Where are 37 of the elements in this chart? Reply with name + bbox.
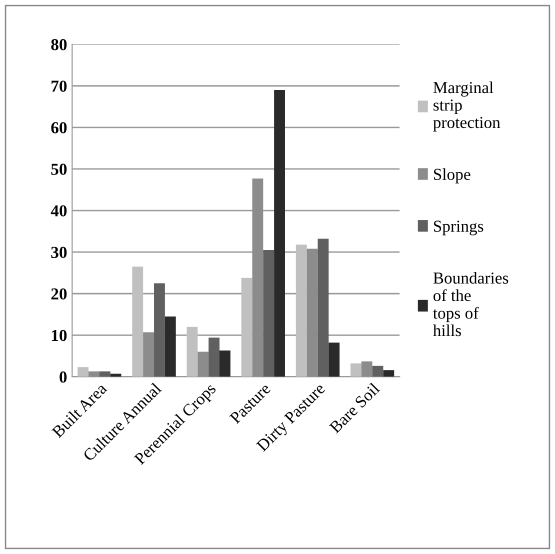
- bar: [186, 326, 198, 377]
- bar: [350, 363, 362, 377]
- x-tick-label: Bare Soil: [328, 382, 380, 434]
- y-tick-label: 0: [60, 371, 67, 383]
- bar: [361, 361, 372, 377]
- bar: [208, 338, 220, 377]
- bar: [263, 250, 274, 377]
- legend-label: Marginal strip protection: [433, 81, 500, 132]
- bar: [154, 283, 165, 377]
- bar: [198, 352, 209, 377]
- y-tick-label: 70: [52, 80, 67, 92]
- bar: [372, 366, 384, 377]
- y-tick-label: 40: [50, 205, 67, 216]
- bar: [318, 238, 329, 377]
- y-tick-label: 20: [51, 288, 67, 300]
- bar: [164, 316, 176, 377]
- bar: [220, 350, 230, 377]
- bar: [88, 371, 100, 377]
- bar: [328, 342, 340, 377]
- bar: [99, 371, 110, 377]
- bar: [241, 278, 252, 377]
- bar: [252, 178, 264, 377]
- y-tick-label: 50: [51, 164, 67, 175]
- bar: [78, 367, 89, 377]
- bar: [132, 266, 144, 377]
- legend-label: Springs: [434, 220, 484, 236]
- y-tick-label: 10: [52, 330, 67, 342]
- bar: [143, 332, 154, 377]
- y-tick-label: 60: [51, 122, 67, 134]
- bar: [274, 90, 285, 377]
- bar: [383, 370, 394, 377]
- legend-label: Boundaries of the tops of hills: [433, 272, 508, 336]
- y-tick-label: 80: [51, 39, 67, 50]
- legend-label: Slope: [434, 168, 470, 184]
- bar: [306, 248, 318, 377]
- bar: [296, 244, 307, 377]
- y-tick-label: 30: [51, 246, 67, 258]
